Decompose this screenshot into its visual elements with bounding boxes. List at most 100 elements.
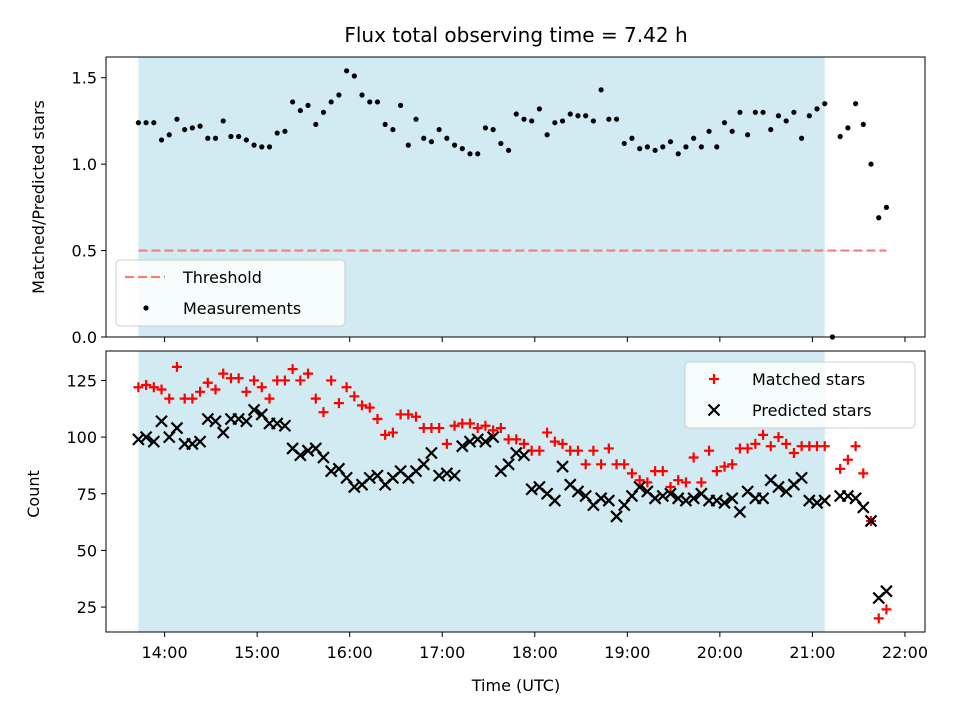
measurement-point — [606, 116, 612, 122]
measurement-point — [852, 101, 859, 107]
matched-star-point — [850, 441, 861, 452]
y-tick-label: 75 — [77, 485, 97, 504]
bottom-predicted-layer — [132, 403, 893, 605]
measurement-point — [567, 111, 573, 117]
measurement-point — [883, 204, 890, 210]
top-y-axis-label: Matched/Predicted stars — [29, 100, 48, 294]
y-tick-label: 50 — [77, 541, 97, 560]
measurement-point — [613, 116, 620, 122]
measurement-point — [745, 132, 751, 138]
measurement-point — [182, 126, 188, 133]
measurement-point — [876, 215, 882, 221]
matched-star-point — [318, 407, 329, 418]
y-tick-label: 25 — [77, 598, 97, 617]
y-tick-label: 0.0 — [72, 328, 97, 347]
predicted-star-point — [509, 446, 523, 460]
measurement-point — [575, 113, 581, 119]
matched-star-point — [534, 445, 545, 456]
matched-star-point — [495, 423, 506, 434]
measurement-point — [583, 113, 589, 119]
predicted-star-point — [232, 412, 245, 426]
measurement-point — [536, 106, 543, 112]
measurement-point — [444, 135, 450, 141]
legend-measurements-label: Measurements — [183, 299, 301, 318]
predicted-star-point — [571, 485, 585, 498]
measurement-point — [559, 118, 566, 124]
measurement-point — [274, 130, 280, 136]
matched-star-point — [572, 445, 583, 456]
matched-star-point — [357, 400, 368, 411]
matched-star-point — [310, 393, 321, 404]
measurement-point — [721, 120, 728, 126]
matched-star-point — [619, 459, 630, 470]
measurement-point — [621, 140, 627, 147]
measurement-point — [197, 123, 203, 129]
matched-star-point — [858, 468, 869, 479]
predicted-star-point — [502, 458, 515, 471]
measurement-point — [266, 144, 273, 150]
measurement-point — [374, 99, 381, 105]
measurement-point — [251, 142, 257, 148]
measurement-point — [799, 135, 805, 141]
predicted-star-point — [486, 430, 500, 444]
predicted-star-point — [170, 421, 184, 435]
matched-star-point — [349, 391, 360, 402]
matched-star-point — [164, 393, 175, 404]
predicted-star-point — [648, 492, 662, 505]
x-tick-label: 19:00 — [604, 643, 650, 662]
predicted-star-point — [664, 487, 677, 501]
y-tick-label: 1.0 — [72, 155, 97, 174]
predicted-star-point — [756, 492, 770, 505]
matched-star-point — [873, 613, 884, 624]
chart-title: Flux total observing time = 7.42 h — [344, 23, 687, 47]
predicted-star-point — [456, 439, 469, 453]
matched-star-point — [788, 447, 799, 458]
matched-star-point — [218, 368, 229, 379]
measurement-point — [290, 99, 296, 105]
top-legend: Threshold Measurements — [115, 259, 346, 327]
measurement-point — [521, 116, 527, 122]
predicted-star-point — [425, 446, 438, 460]
measurement-point — [729, 128, 735, 134]
matched-star-point — [626, 468, 637, 479]
measurement-point — [328, 99, 334, 105]
matched-star-point — [295, 375, 306, 386]
matched-star-point — [202, 377, 213, 388]
matched-star-point — [472, 423, 483, 434]
measurement-point — [428, 139, 435, 145]
measurement-point — [313, 121, 319, 128]
measurement-point — [837, 133, 843, 140]
measurement-point — [590, 118, 596, 124]
matched-star-point — [187, 393, 198, 404]
measurement-point — [205, 135, 211, 141]
measurement-point — [845, 125, 851, 131]
measurement-point — [436, 126, 442, 133]
matched-star-point — [411, 411, 422, 422]
predicted-star-point — [479, 435, 492, 448]
matched-star-point — [835, 463, 846, 474]
legend-predicted-swatch — [707, 403, 721, 417]
measurement-point — [667, 139, 674, 145]
predicted-star-point — [525, 482, 538, 496]
predicted-star-point — [270, 417, 284, 430]
matched-star-point — [657, 466, 668, 477]
predicted-star-point — [301, 444, 315, 457]
measurement-point — [505, 147, 512, 153]
measurement-point — [413, 116, 419, 122]
predicted-star-point — [548, 494, 562, 507]
matched-star-point — [727, 459, 738, 470]
x-tick-label: 20:00 — [697, 643, 743, 662]
predicted-star-point — [471, 433, 484, 446]
matched-star-point — [750, 438, 761, 449]
matched-star-point — [673, 475, 684, 486]
measurement-point — [320, 109, 327, 115]
predicted-star-point — [216, 426, 230, 439]
predicted-star-point — [155, 414, 168, 428]
bottom-y-axis: 25 50 75 100 125 — [66, 371, 106, 617]
y-tick-label: 100 — [66, 428, 97, 447]
y-tick-label: 0.5 — [72, 242, 97, 261]
measurement-point — [814, 106, 820, 112]
predicted-star-point — [556, 460, 569, 473]
measurement-point — [367, 99, 373, 105]
predicted-star-point — [448, 469, 461, 482]
